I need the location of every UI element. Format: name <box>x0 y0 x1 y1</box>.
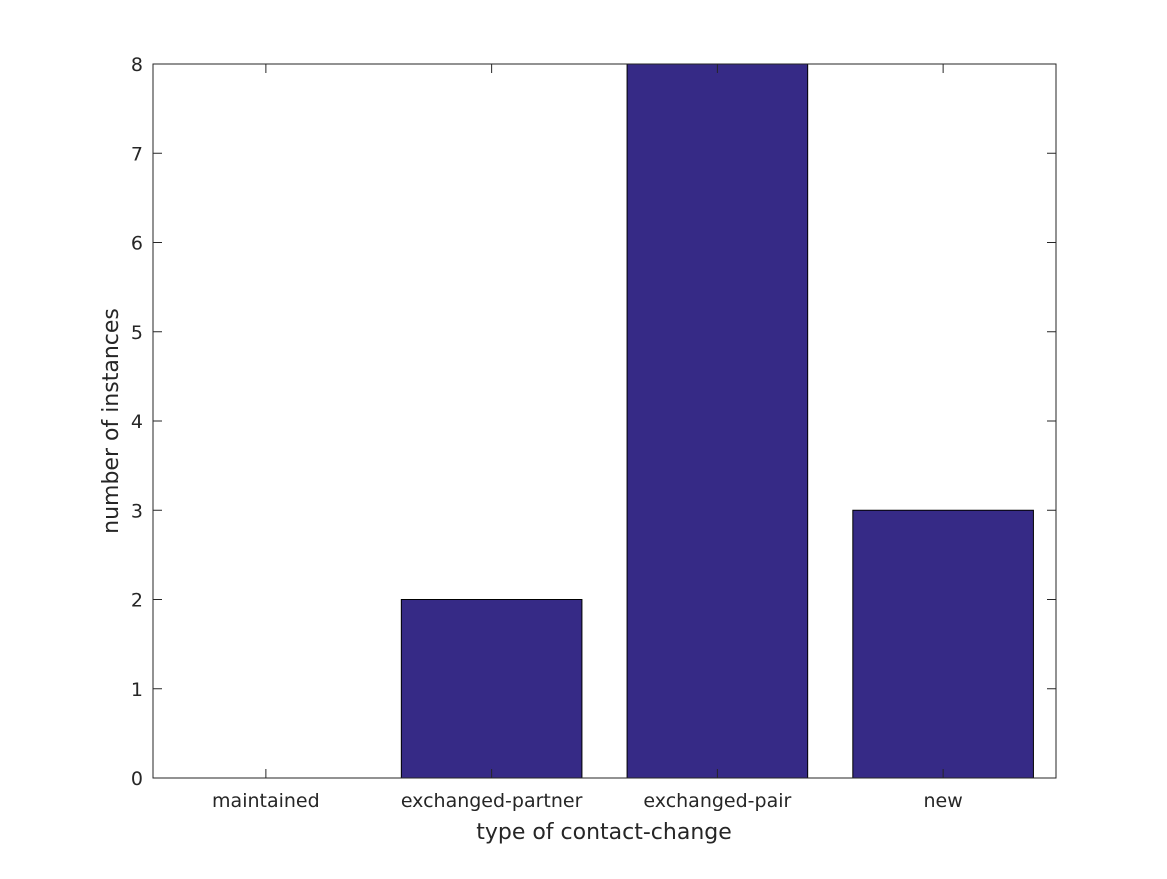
bar-exchanged-partner <box>400 599 583 779</box>
y-tick-label: 4 <box>131 411 143 433</box>
x-axis-label: type of contact-change <box>476 820 732 845</box>
x-tick-label: new <box>923 790 962 812</box>
y-tick-label: 7 <box>131 143 143 165</box>
bar-exchanged-pair <box>626 63 809 779</box>
y-tick-label: 1 <box>131 679 143 701</box>
y-axis-label: number of instances <box>99 308 124 534</box>
y-tick-label: 6 <box>131 233 143 255</box>
x-tick-label: exchanged-partner <box>401 790 583 812</box>
y-tick-label: 3 <box>131 500 143 522</box>
bars <box>400 63 1034 779</box>
tick-labels: maintained exchanged-partner exchanged-pai… <box>131 54 963 812</box>
y-tick-label: 2 <box>131 590 143 612</box>
y-tick-label: 8 <box>131 54 143 76</box>
plot-frame <box>152 63 1057 779</box>
x-tick-label: exchanged-pair <box>643 790 791 812</box>
x-tick-label: maintained <box>212 790 320 812</box>
bar-new <box>852 509 1034 779</box>
y-tick-label: 5 <box>131 322 143 344</box>
y-tick-label: 0 <box>131 768 143 790</box>
